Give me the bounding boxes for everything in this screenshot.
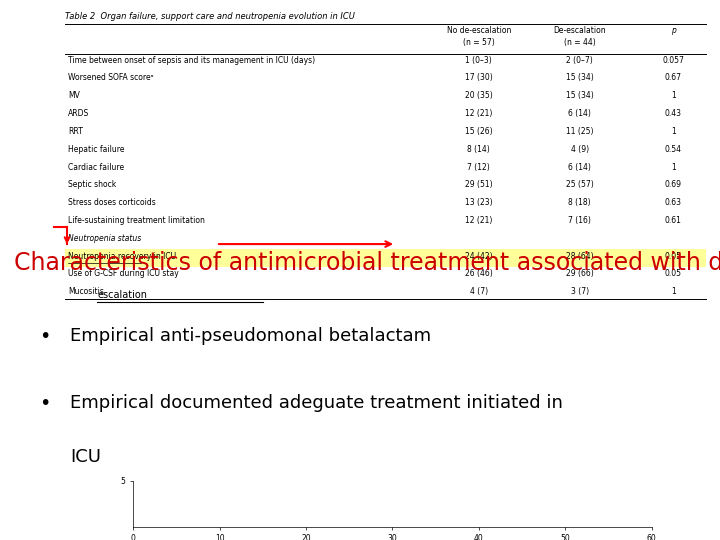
Text: Septic shock: Septic shock xyxy=(68,180,117,190)
Text: 8 (14): 8 (14) xyxy=(467,145,490,154)
Text: No de-escalation
(n = 57): No de-escalation (n = 57) xyxy=(446,26,511,46)
Text: 0.05: 0.05 xyxy=(665,269,682,279)
Text: 15 (26): 15 (26) xyxy=(465,127,492,136)
Text: 6 (14): 6 (14) xyxy=(568,163,591,172)
Text: Empirical documented adeguate treatment initiated in: Empirical documented adeguate treatment … xyxy=(70,394,563,412)
Text: Table 2  Organ failure, support care and neutropenia evolution in ICU: Table 2 Organ failure, support care and … xyxy=(65,12,355,21)
Text: 25 (57): 25 (57) xyxy=(566,180,593,190)
Text: 0.05: 0.05 xyxy=(665,252,682,261)
Text: 12 (21): 12 (21) xyxy=(465,216,492,225)
Text: 1: 1 xyxy=(671,127,675,136)
Text: RRT: RRT xyxy=(68,127,84,136)
Text: 0.43: 0.43 xyxy=(665,109,682,118)
Text: •: • xyxy=(40,327,51,346)
Text: 13 (23): 13 (23) xyxy=(465,198,492,207)
Text: Characteristics of antimicrobial treatment associated with de-: Characteristics of antimicrobial treatme… xyxy=(14,251,720,275)
Text: MV: MV xyxy=(68,91,80,100)
Text: 20 (35): 20 (35) xyxy=(465,91,492,100)
Text: 15 (34): 15 (34) xyxy=(566,91,593,100)
Text: 29 (66): 29 (66) xyxy=(566,269,593,279)
Text: 4 (7): 4 (7) xyxy=(469,287,488,296)
Text: 1: 1 xyxy=(671,287,675,296)
Text: Empirical anti-pseudomonal betalactam: Empirical anti-pseudomonal betalactam xyxy=(70,327,431,345)
Text: escalation: escalation xyxy=(97,290,147,300)
Text: 1 (0–3): 1 (0–3) xyxy=(465,56,492,65)
Text: 0.67: 0.67 xyxy=(665,73,682,83)
Text: 26 (46): 26 (46) xyxy=(465,269,492,279)
Text: p: p xyxy=(671,26,675,36)
Text: 0.61: 0.61 xyxy=(665,216,682,225)
Text: 15 (34): 15 (34) xyxy=(566,73,593,83)
Text: 0.057: 0.057 xyxy=(662,56,684,65)
Text: 2 (0–7): 2 (0–7) xyxy=(566,56,593,65)
Text: Mucositis: Mucositis xyxy=(68,287,104,296)
Bar xyxy=(65,249,706,267)
Text: Neutropenia status: Neutropenia status xyxy=(68,234,142,243)
Text: 11 (25): 11 (25) xyxy=(566,127,593,136)
Text: 17 (30): 17 (30) xyxy=(465,73,492,83)
Text: Life-sustaining treatment limitation: Life-sustaining treatment limitation xyxy=(68,216,205,225)
Text: 7 (12): 7 (12) xyxy=(467,163,490,172)
Text: 0.54: 0.54 xyxy=(665,145,682,154)
Text: 12 (21): 12 (21) xyxy=(465,109,492,118)
Text: Worsened SOFA scoreᵃ: Worsened SOFA scoreᵃ xyxy=(68,73,154,83)
Text: 29 (51): 29 (51) xyxy=(465,180,492,190)
Text: 1: 1 xyxy=(671,91,675,100)
Text: Cardiac failure: Cardiac failure xyxy=(68,163,125,172)
Text: 4 (9): 4 (9) xyxy=(570,145,589,154)
Text: 1: 1 xyxy=(671,163,675,172)
Text: Stress doses corticoids: Stress doses corticoids xyxy=(68,198,156,207)
Text: 0.69: 0.69 xyxy=(665,180,682,190)
Text: De-escalation
(n = 44): De-escalation (n = 44) xyxy=(553,26,606,46)
Text: 7 (16): 7 (16) xyxy=(568,216,591,225)
Text: 28 (64): 28 (64) xyxy=(566,252,593,261)
Text: 3 (7): 3 (7) xyxy=(570,287,589,296)
Text: Use of G-CSF during ICU stay: Use of G-CSF during ICU stay xyxy=(68,269,179,279)
Text: Hepatic failure: Hepatic failure xyxy=(68,145,125,154)
Text: Neutropenia recovery in ICU: Neutropenia recovery in ICU xyxy=(68,252,176,261)
Text: ICU: ICU xyxy=(70,448,101,466)
Text: 8 (18): 8 (18) xyxy=(568,198,591,207)
Text: 0.63: 0.63 xyxy=(665,198,682,207)
Text: 24 (42): 24 (42) xyxy=(465,252,492,261)
Text: •: • xyxy=(40,394,51,413)
Text: ARDS: ARDS xyxy=(68,109,90,118)
Text: Time between onset of sepsis and its management in ICU (days): Time between onset of sepsis and its man… xyxy=(68,56,315,65)
Text: 6 (14): 6 (14) xyxy=(568,109,591,118)
